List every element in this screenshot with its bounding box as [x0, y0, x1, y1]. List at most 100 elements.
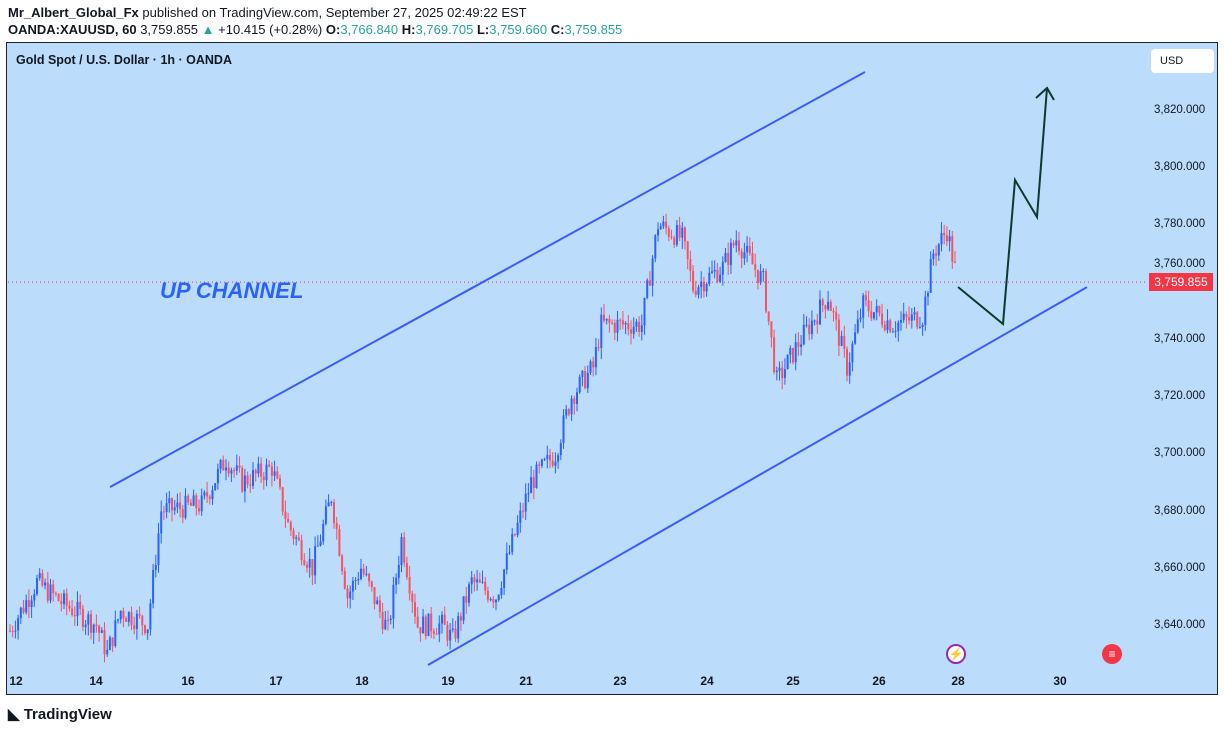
candle[interactable]	[470, 577, 473, 585]
candle[interactable]	[846, 349, 848, 376]
candle[interactable]	[702, 281, 705, 292]
candle[interactable]	[149, 603, 152, 630]
candle[interactable]	[573, 398, 576, 404]
candle[interactable]	[586, 372, 589, 389]
candle[interactable]	[813, 320, 816, 322]
candle[interactable]	[824, 305, 827, 310]
candle[interactable]	[19, 607, 22, 619]
candle[interactable]	[721, 261, 724, 275]
candle[interactable]	[567, 409, 570, 415]
candle[interactable]	[883, 324, 886, 331]
candle[interactable]	[335, 523, 338, 529]
candle[interactable]	[756, 269, 759, 283]
candle[interactable]	[624, 323, 627, 325]
candle[interactable]	[71, 608, 74, 616]
candle[interactable]	[289, 522, 292, 531]
candle[interactable]	[843, 336, 846, 350]
candle[interactable]	[743, 252, 746, 259]
candle[interactable]	[219, 460, 222, 469]
candle[interactable]	[916, 312, 919, 328]
candle[interactable]	[657, 229, 659, 236]
candle[interactable]	[891, 331, 894, 333]
candle[interactable]	[122, 610, 125, 619]
candle[interactable]	[330, 502, 333, 504]
candle[interactable]	[584, 370, 587, 389]
candle[interactable]	[654, 235, 657, 259]
candle[interactable]	[489, 599, 492, 601]
candle[interactable]	[319, 541, 322, 546]
candle[interactable]	[562, 415, 565, 443]
candle[interactable]	[138, 613, 141, 616]
candle[interactable]	[98, 625, 101, 633]
candle[interactable]	[505, 553, 508, 570]
candle[interactable]	[829, 301, 832, 311]
candle[interactable]	[535, 464, 538, 489]
candle[interactable]	[103, 630, 106, 655]
candle[interactable]	[513, 534, 516, 536]
candle[interactable]	[354, 580, 357, 582]
candle[interactable]	[648, 280, 651, 286]
candle[interactable]	[516, 522, 519, 536]
candle[interactable]	[384, 619, 387, 630]
candle[interactable]	[216, 468, 219, 484]
candle[interactable]	[165, 503, 168, 513]
candle[interactable]	[738, 240, 740, 252]
candle[interactable]	[38, 573, 41, 579]
candle[interactable]	[279, 478, 281, 488]
candle[interactable]	[173, 507, 176, 511]
candle[interactable]	[767, 311, 770, 322]
candle[interactable]	[249, 484, 252, 486]
candle[interactable]	[33, 594, 36, 601]
candle[interactable]	[27, 600, 30, 607]
candle[interactable]	[908, 317, 911, 321]
candle[interactable]	[810, 320, 813, 335]
candle[interactable]	[576, 392, 578, 404]
candle[interactable]	[125, 618, 128, 622]
candle[interactable]	[832, 310, 835, 313]
candle[interactable]	[781, 367, 784, 378]
candle[interactable]	[276, 471, 279, 479]
lightning-event-icon[interactable]: ⚡	[946, 644, 966, 664]
candle[interactable]	[287, 518, 290, 523]
candle[interactable]	[432, 631, 435, 634]
candle[interactable]	[632, 326, 635, 334]
candle[interactable]	[605, 318, 608, 321]
candle[interactable]	[90, 614, 92, 633]
candle[interactable]	[864, 295, 867, 301]
candle[interactable]	[773, 337, 776, 373]
candle[interactable]	[692, 271, 695, 291]
candle[interactable]	[762, 271, 765, 273]
candle[interactable]	[284, 511, 287, 519]
tradingview-logo[interactable]: ◣ TradingView	[8, 705, 112, 723]
candle[interactable]	[260, 463, 263, 477]
candle[interactable]	[678, 225, 681, 238]
candle[interactable]	[117, 619, 119, 621]
candle[interactable]	[627, 323, 630, 330]
candle[interactable]	[878, 306, 881, 314]
candle[interactable]	[862, 295, 865, 318]
candle[interactable]	[108, 637, 111, 650]
candle[interactable]	[686, 241, 689, 260]
candle[interactable]	[63, 593, 65, 605]
candle[interactable]	[92, 624, 95, 633]
candle[interactable]	[578, 376, 581, 393]
candle[interactable]	[179, 502, 182, 510]
candle[interactable]	[60, 601, 63, 605]
candle[interactable]	[451, 628, 454, 630]
candle[interactable]	[835, 312, 838, 320]
candle[interactable]	[473, 577, 476, 583]
candle[interactable]	[643, 298, 646, 326]
candle[interactable]	[495, 600, 497, 603]
candle[interactable]	[848, 362, 851, 376]
candle[interactable]	[889, 320, 892, 332]
candle[interactable]	[856, 319, 859, 333]
candle[interactable]	[292, 530, 295, 539]
candle[interactable]	[65, 593, 68, 606]
candle[interactable]	[675, 225, 678, 245]
candle[interactable]	[910, 314, 913, 321]
candle[interactable]	[478, 579, 481, 583]
candle[interactable]	[422, 616, 425, 634]
channel-annotation[interactable]: UP CHANNEL	[160, 278, 304, 303]
candle[interactable]	[527, 493, 530, 495]
candle[interactable]	[362, 568, 365, 575]
